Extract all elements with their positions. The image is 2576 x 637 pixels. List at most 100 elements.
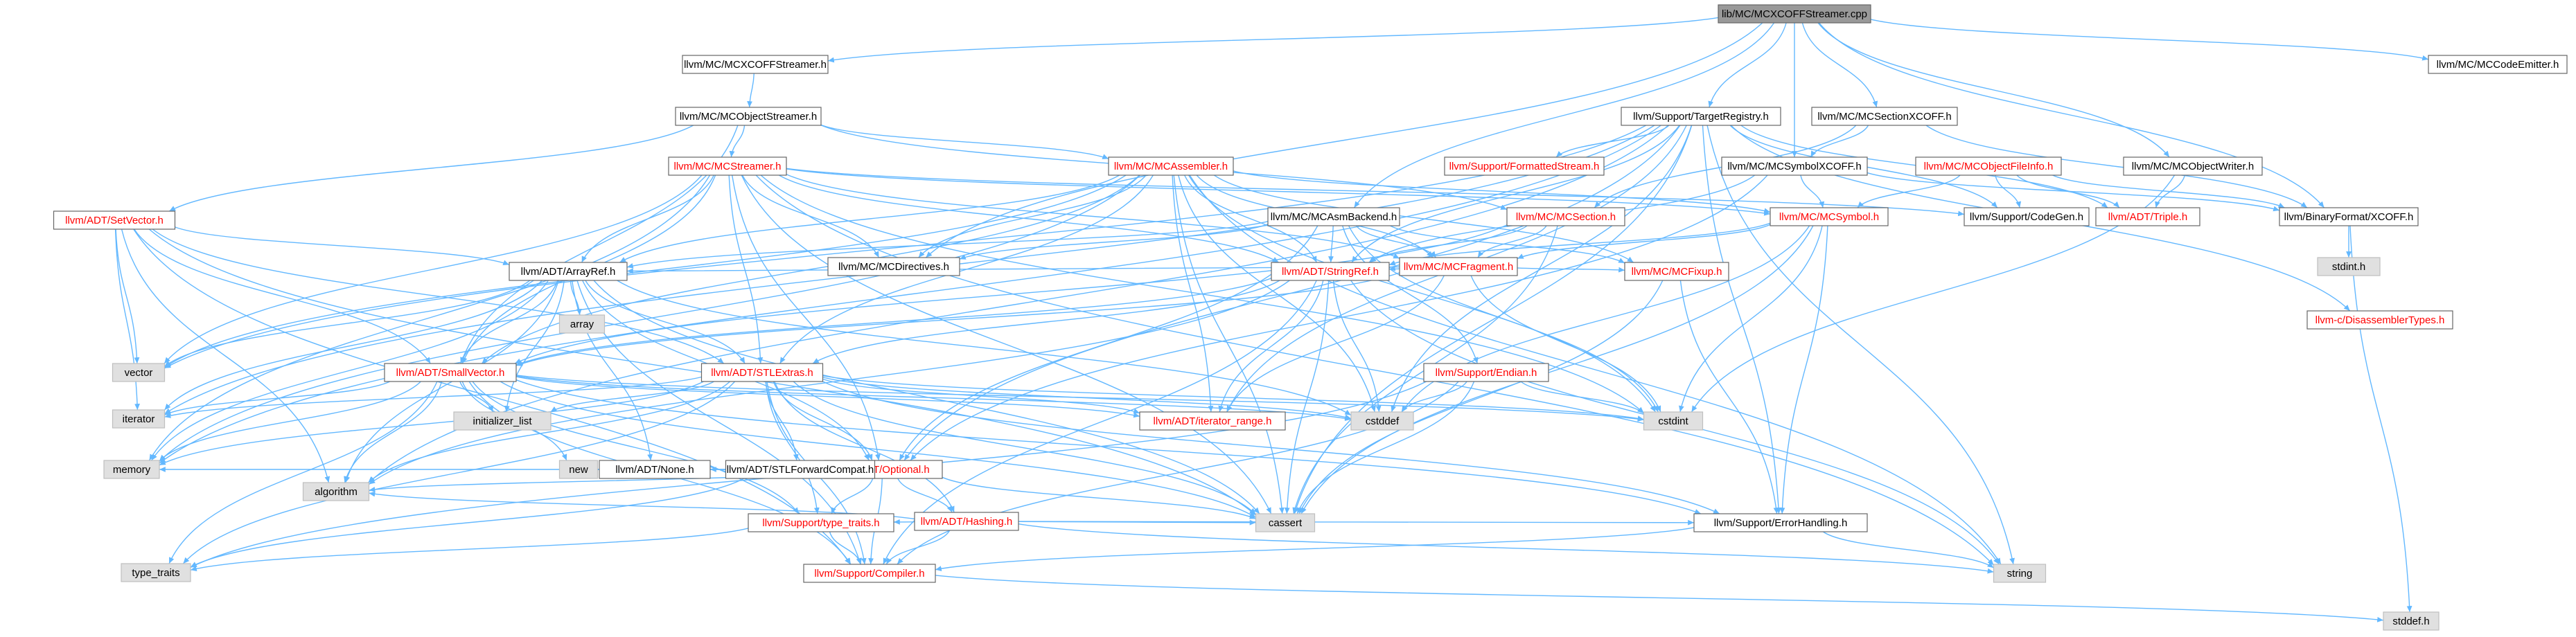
node-label-setvector: llvm/ADT/SetVector.h [65, 215, 164, 226]
node-box-stringref[interactable] [1271, 262, 1390, 281]
node-asmbackend[interactable]: llvm/MC/MCAsmBackend.h [1267, 207, 1400, 226]
node-codeemitter[interactable]: llvm/MC/MCCodeEmitter.h [2428, 55, 2568, 74]
node-box-sectionxcoff[interactable] [1811, 107, 1958, 126]
node-box-smallvector[interactable] [384, 363, 517, 382]
node-box-objfileinfo[interactable] [1915, 156, 2062, 176]
node-stringref[interactable]: llvm/ADT/StringRef.h [1271, 262, 1390, 281]
node-box-binxcoff[interactable] [2279, 207, 2419, 226]
edge-smallvector-to-iterator [164, 381, 391, 416]
edge-stlextras-to-errorhandling [822, 381, 1720, 514]
node-box-symbolxcoff[interactable] [1721, 156, 1868, 176]
node-box-codeemitter[interactable] [2428, 55, 2568, 74]
node-xcoffstreamer[interactable]: llvm/MC/MCXCOFFStreamer.h [682, 55, 829, 74]
node-box-stlfwd[interactable] [725, 460, 876, 479]
node-box-mcdirectives[interactable] [827, 257, 960, 276]
node-box-mcfragment[interactable] [1399, 257, 1518, 276]
node-formattedstream[interactable]: llvm/Support/FormattedStream.h [1444, 156, 1605, 176]
node-string: string [1993, 564, 2047, 583]
edge-smallvector-to-cstddef [515, 375, 1352, 422]
edge-stringref-to-iterrange [1218, 280, 1324, 413]
node-box-asmbackend[interactable] [1267, 207, 1400, 226]
node-box-root [1718, 4, 1871, 24]
node-box-mcstreamer[interactable] [668, 156, 787, 176]
node-box-setvector[interactable] [53, 210, 176, 230]
node-box-mcsymbol[interactable] [1770, 207, 1889, 226]
node-box-endian[interactable] [1423, 363, 1549, 382]
node-box-array [558, 314, 606, 334]
edge-symbolxcoff-to-optional [910, 174, 1768, 461]
node-label-string: string [2007, 568, 2033, 580]
node-binxcoff[interactable]: llvm/BinaryFormat/XCOFF.h [2279, 207, 2419, 226]
node-label-triple: llvm/ADT/Triple.h [2108, 211, 2187, 223]
node-endian[interactable]: llvm/Support/Endian.h [1423, 363, 1549, 382]
node-hashing[interactable]: llvm/ADT/Hashing.h [914, 512, 1019, 531]
edge-mcsection-to-smallvector [514, 224, 1508, 364]
node-typetraitsllvm[interactable]: llvm/Support/type_traits.h [748, 513, 894, 532]
node-box-disasmtypes[interactable] [2306, 310, 2453, 330]
node-stlextras[interactable]: llvm/ADT/STLExtras.h [700, 363, 824, 382]
node-box-objstreamer[interactable] [675, 107, 822, 126]
edge-hashing-to-cassert [1018, 519, 1256, 526]
edge-root-to-sectionxcoff [1801, 22, 1878, 108]
node-arrayref[interactable]: llvm/ADT/ArrayRef.h [509, 262, 628, 281]
node-box-typetraitsllvm[interactable] [748, 513, 894, 532]
node-mcstreamer[interactable]: llvm/MC/MCStreamer.h [668, 156, 787, 176]
node-sectionxcoff[interactable]: llvm/MC/MCSectionXCOFF.h [1811, 107, 1958, 126]
node-box-compiler[interactable] [803, 564, 936, 583]
node-iterrange[interactable]: llvm/ADT/iterator_range.h [1139, 411, 1286, 431]
node-label-cstdint: cstdint [1658, 415, 1688, 427]
edge-mcfragment-to-mcfixup [1517, 267, 1625, 273]
node-box-cstdint [1643, 411, 1704, 431]
node-box-xcoffstreamer[interactable] [682, 55, 829, 74]
node-symbolxcoff[interactable]: llvm/MC/MCSymbolXCOFF.h [1721, 156, 1868, 176]
edge-arrayref-to-iterator [164, 280, 542, 411]
edge-binxcoff-to-stddef [2349, 225, 2412, 613]
node-box-formattedstream[interactable] [1444, 156, 1605, 176]
node-box-memory [103, 460, 160, 479]
node-objstreamer[interactable]: llvm/MC/MCObjectStreamer.h [675, 107, 822, 126]
node-box-stlextras[interactable] [700, 363, 824, 382]
node-box-hashing[interactable] [914, 512, 1019, 531]
node-errorhandling[interactable]: llvm/Support/ErrorHandling.h [1693, 513, 1868, 532]
node-codegen[interactable]: llvm/Support/CodeGen.h [1964, 207, 2090, 226]
edge-stlextras-to-algorithm [368, 381, 730, 483]
node-label-formattedstream: llvm/Support/FormattedStream.h [1449, 161, 1600, 172]
node-stlfwd[interactable]: llvm/ADT/STLForwardCompat.h [725, 460, 876, 479]
node-stddef: stddef.h [2383, 611, 2440, 631]
node-mcfixup[interactable]: llvm/MC/MCFixup.h [1624, 262, 1729, 281]
edge-asmbackend-to-arrayref [626, 221, 1269, 269]
node-objfileinfo[interactable]: llvm/MC/MCObjectFileInfo.h [1915, 156, 2062, 176]
node-objwriter[interactable]: llvm/MC/MCObjectWriter.h [2123, 156, 2263, 176]
node-targetregistry[interactable]: llvm/Support/TargetRegistry.h [1621, 107, 1781, 126]
node-mcsection[interactable]: llvm/MC/MCSection.h [1506, 207, 1625, 226]
node-mcdirectives[interactable]: llvm/MC/MCDirectives.h [827, 257, 960, 276]
edge-objstreamer-to-mcassembler [820, 124, 1109, 160]
node-box-mcassembler[interactable] [1108, 156, 1234, 176]
edge-mcsection-to-mcfragment [1477, 225, 1547, 258]
node-mcfragment[interactable]: llvm/MC/MCFragment.h [1399, 257, 1518, 276]
node-stdint: stdint.h [2317, 257, 2381, 276]
node-box-triple[interactable] [2095, 207, 2200, 226]
node-box-codegen[interactable] [1964, 207, 2090, 226]
edge-typetraitsllvm-to-typetraits [190, 528, 749, 571]
node-label-mcsection: llvm/MC/MCSection.h [1516, 211, 1616, 223]
node-smallvector[interactable]: llvm/ADT/SmallVector.h [384, 363, 517, 382]
node-box-iterrange[interactable] [1139, 411, 1286, 431]
node-label-asmbackend: llvm/MC/MCAsmBackend.h [1271, 211, 1397, 223]
node-box-targetregistry[interactable] [1621, 107, 1781, 126]
node-mcassembler[interactable]: llvm/MC/MCAssembler.h [1108, 156, 1234, 176]
node-box-arrayref[interactable] [509, 262, 628, 281]
node-box-errorhandling[interactable] [1693, 513, 1868, 532]
node-triple[interactable]: llvm/ADT/Triple.h [2095, 207, 2200, 226]
edge-stringref-to-smallvector [515, 278, 1272, 366]
node-setvector[interactable]: llvm/ADT/SetVector.h [53, 210, 176, 230]
node-disasmtypes[interactable]: llvm-c/DisassemblerTypes.h [2306, 310, 2453, 330]
node-box-none[interactable] [599, 460, 711, 479]
edge-mcstreamer-to-mcdirectives [741, 174, 880, 258]
node-box-mcsection[interactable] [1506, 207, 1625, 226]
node-box-objwriter[interactable] [2123, 156, 2263, 176]
node-compiler[interactable]: llvm/Support/Compiler.h [803, 564, 936, 583]
node-none[interactable]: llvm/ADT/None.h [599, 460, 711, 479]
node-box-mcfixup[interactable] [1624, 262, 1729, 281]
node-mcsymbol[interactable]: llvm/MC/MCSymbol.h [1770, 207, 1889, 226]
